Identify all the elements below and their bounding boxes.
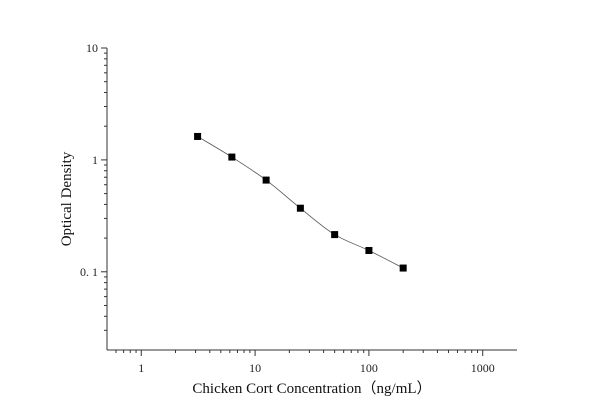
data-point [194,132,202,140]
x-tick-label: 1 [138,361,144,375]
data-point [365,246,373,254]
x-axis-title: Chicken Cort Concentration（ng/mL） [192,380,431,397]
data-point [331,231,339,239]
data-points [194,132,407,272]
data-point [399,264,407,272]
x-tick-label: 100 [360,361,378,375]
x-tick-label: 10 [249,361,261,375]
y-axis-title: Optical Density [59,151,75,246]
data-point [296,204,304,212]
x-ticks: 1 10 100 1000 [115,350,495,375]
data-point [228,153,236,161]
y-tick-label: 1 [92,153,98,167]
y-tick-label: 0. 1 [80,265,98,279]
axes [106,48,517,351]
data-point [262,176,270,184]
y-ticks: 0. 1 1 10 [80,41,107,331]
x-tick-label: 1000 [471,361,495,375]
y-tick-label: 10 [86,41,98,55]
